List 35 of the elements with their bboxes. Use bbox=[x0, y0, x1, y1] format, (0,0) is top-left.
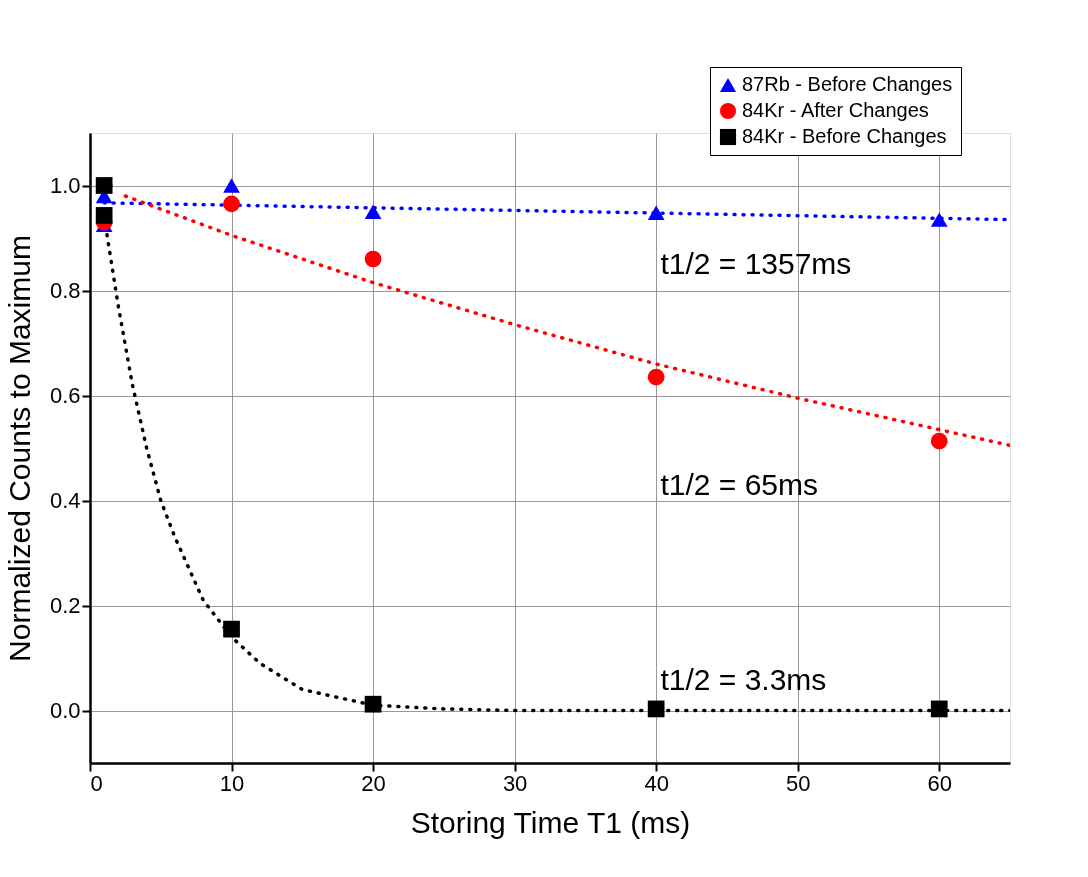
point bbox=[647, 205, 665, 221]
annotation: t1/2 = 65ms bbox=[660, 467, 818, 501]
point bbox=[223, 178, 240, 193]
point bbox=[223, 620, 240, 638]
y-tick-label: 0.4 bbox=[49, 488, 81, 513]
point bbox=[95, 207, 113, 224]
point bbox=[647, 700, 665, 718]
point bbox=[223, 195, 240, 213]
x-tick-label: 20 bbox=[361, 770, 386, 796]
annotation: t1/2 = 3.3ms bbox=[660, 663, 827, 697]
annotation: t1/2 = 1357ms bbox=[660, 247, 852, 281]
x-tick-label: 50 bbox=[785, 770, 811, 796]
legend-label: 84Kr - After Changes bbox=[742, 99, 929, 121]
legend-label: 87Rb - Before Changes bbox=[742, 73, 953, 95]
y-tick-label: 0.6 bbox=[49, 383, 81, 408]
x-axis-title: Storing Time T1 (ms) bbox=[410, 805, 691, 839]
x-tick-label: 40 bbox=[644, 770, 669, 796]
point bbox=[364, 250, 382, 268]
point bbox=[647, 368, 665, 386]
x-tick-label: 0 bbox=[90, 770, 103, 796]
y-tick-label: 0.0 bbox=[49, 698, 81, 723]
legend-label: 84Kr - Before Changes bbox=[742, 125, 947, 147]
x-tick-label: 30 bbox=[502, 770, 528, 796]
y-tick-label: 0.8 bbox=[49, 278, 81, 303]
line-series bbox=[123, 194, 1010, 448]
y-tick-label: 0.2 bbox=[49, 593, 81, 618]
point bbox=[930, 212, 948, 227]
point bbox=[930, 700, 948, 718]
point bbox=[930, 432, 948, 450]
point bbox=[364, 695, 382, 713]
x-tick-label: 60 bbox=[927, 770, 952, 796]
y-axis-title: Normalized Counts to Maximum bbox=[2, 235, 36, 662]
point bbox=[364, 204, 382, 219]
x-tick-label: 10 bbox=[219, 770, 245, 796]
y-tick-label: 1.0 bbox=[49, 173, 81, 198]
